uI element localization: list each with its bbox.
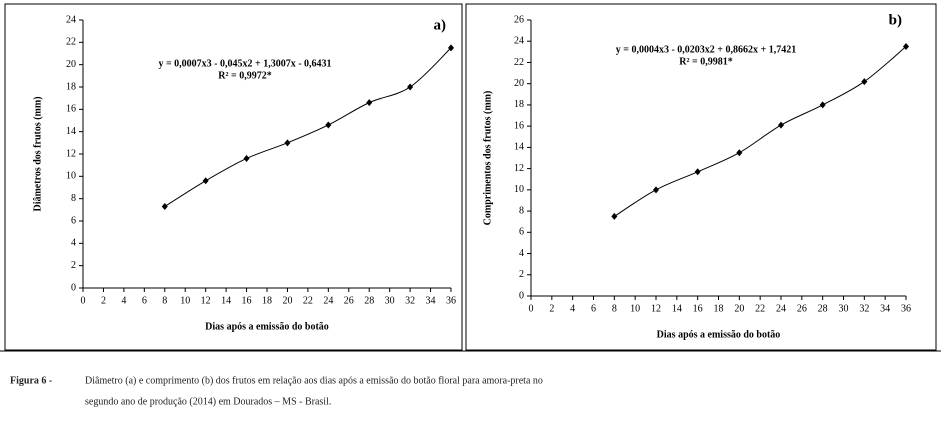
y-tick-label: 22 [514, 57, 524, 68]
y-axis-label: Diâmetros dos frutos (mm) [32, 96, 43, 211]
y-tick-label: 0 [71, 282, 76, 293]
y-tick-label: 18 [514, 99, 524, 110]
caption-text: segundo ano de produção (2014) em Dourad… [85, 396, 331, 407]
x-tick-label: 36 [446, 295, 456, 306]
r-squared: R² = 0,9972* [218, 70, 271, 81]
x-tick-label: 20 [282, 295, 292, 306]
x-tick-label: 32 [405, 295, 415, 306]
x-tick-label: 8 [162, 295, 167, 306]
x-tick-label: 30 [385, 295, 395, 306]
y-tick-label: 10 [66, 171, 76, 182]
x-tick-label: 36 [901, 303, 911, 314]
y-tick-label: 12 [66, 148, 76, 159]
x-tick-label: 6 [142, 295, 147, 306]
x-tick-label: 10 [180, 295, 190, 306]
data-point [202, 177, 209, 185]
x-tick-label: 34 [426, 295, 436, 306]
y-tick-label: 2 [519, 269, 524, 280]
x-tick-label: 16 [693, 303, 703, 314]
x-tick-label: 12 [651, 303, 661, 314]
x-tick-label: 26 [797, 303, 807, 314]
data-point [736, 149, 743, 157]
y-tick-label: 16 [66, 104, 76, 115]
equation: y = 0,0007x3 - 0,045x2 + 1,3007x - 0,643… [158, 58, 331, 69]
data-point [819, 101, 826, 109]
trend-line [614, 46, 907, 217]
y-tick-label: 22 [66, 37, 76, 48]
x-tick-label: 30 [839, 303, 849, 314]
y-tick-label: 8 [519, 205, 524, 216]
panel-label: a) [434, 17, 447, 33]
x-tick-label: 4 [570, 303, 575, 314]
y-tick-label: 4 [71, 238, 76, 249]
y-tick-label: 0 [519, 290, 524, 301]
x-tick-label: 34 [880, 303, 890, 314]
x-tick-label: 8 [612, 303, 617, 314]
data-point [448, 44, 454, 52]
data-point [243, 154, 250, 162]
y-tick-label: 14 [514, 142, 524, 153]
data-point [861, 78, 868, 86]
x-tick-label: 26 [344, 295, 354, 306]
x-tick-label: 14 [672, 303, 682, 314]
panel-frame [465, 3, 937, 351]
y-tick-label: 26 [514, 14, 524, 25]
x-tick-label: 6 [591, 303, 596, 314]
data-point [325, 121, 332, 129]
x-axis-label: Dias após a emissão do botão [205, 321, 329, 332]
x-tick-label: 16 [242, 295, 252, 306]
data-point [611, 212, 618, 220]
x-tick-label: 22 [755, 303, 765, 314]
x-tick-label: 18 [262, 295, 272, 306]
y-tick-label: 16 [514, 120, 524, 131]
x-tick-label: 22 [303, 295, 313, 306]
y-tick-label: 4 [519, 248, 524, 259]
y-tick-label: 8 [71, 193, 76, 204]
x-tick-label: 24 [323, 295, 333, 306]
x-tick-label: 0 [81, 295, 86, 306]
y-axis-label: Comprimentos dos frutos (mm) [482, 91, 493, 226]
y-tick-label: 24 [514, 36, 524, 47]
x-tick-label: 10 [630, 303, 640, 314]
y-tick-label: 10 [514, 184, 524, 195]
data-point [284, 139, 291, 147]
y-tick-label: 6 [71, 215, 76, 226]
data-point [407, 83, 414, 91]
x-tick-label: 0 [529, 303, 534, 314]
panel-label: b) [889, 12, 902, 28]
data-point [903, 43, 909, 51]
data-point [778, 121, 784, 129]
r-squared: R² = 0,9981* [679, 56, 732, 67]
x-tick-label: 20 [734, 303, 744, 314]
y-tick-label: 2 [71, 260, 76, 271]
x-tick-label: 2 [101, 295, 106, 306]
x-tick-label: 32 [859, 303, 869, 314]
x-tick-label: 28 [364, 295, 374, 306]
panel-frame [4, 3, 463, 351]
x-tick-label: 24 [776, 303, 786, 314]
x-tick-label: 4 [121, 295, 126, 306]
data-point [366, 99, 373, 107]
y-tick-label: 6 [519, 227, 524, 238]
x-tick-label: 2 [549, 303, 554, 314]
y-tick-label: 12 [514, 163, 524, 174]
y-tick-label: 20 [66, 59, 76, 70]
x-tick-label: 28 [818, 303, 828, 314]
data-point [694, 168, 701, 176]
x-tick-label: 12 [201, 295, 211, 306]
trend-line [164, 47, 452, 207]
y-tick-label: 24 [66, 14, 76, 25]
x-axis-label: Dias após a emissão do botão [657, 329, 781, 340]
data-point [653, 186, 659, 194]
x-tick-label: 14 [221, 295, 231, 306]
equation: y = 0,0004x3 - 0,0203x2 + 0,8662x + 1,74… [616, 44, 796, 55]
y-tick-label: 20 [514, 78, 524, 89]
caption-text: Diâmetro (a) e comprimento (b) dos fruto… [85, 375, 543, 386]
x-tick-label: 18 [714, 303, 724, 314]
data-point [161, 202, 168, 210]
y-tick-label: 18 [66, 81, 76, 92]
y-tick-label: 14 [66, 126, 76, 137]
caption-label: Figura 6 - [10, 375, 52, 386]
